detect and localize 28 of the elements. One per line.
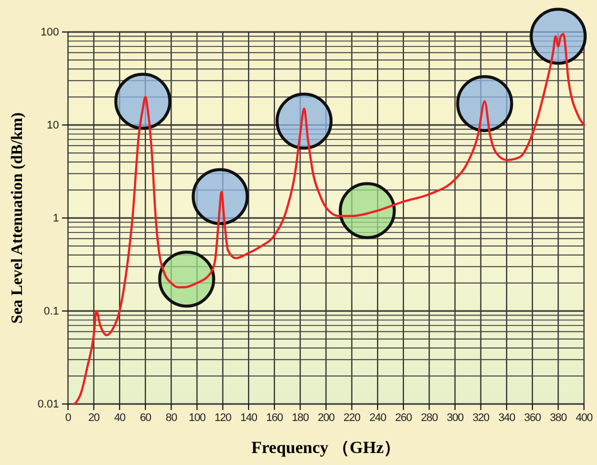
x-tick-label: 160 (266, 412, 284, 424)
x-tick-label: 300 (446, 412, 464, 424)
x-tick-label: 80 (166, 412, 178, 424)
x-tick-label: 0 (65, 412, 72, 424)
x-tick-label: 380 (550, 412, 567, 424)
x-axis-title: Frequency （GHz） (251, 438, 401, 457)
x-tick-label: 360 (524, 412, 542, 424)
x-tick-label: 400 (576, 412, 593, 424)
x-tick-label: 240 (369, 412, 386, 424)
y-tick-label: 100 (40, 26, 59, 39)
x-tick-label: 140 (240, 412, 258, 424)
x-tick-label: 260 (395, 412, 412, 424)
x-tick-label: 200 (318, 412, 335, 424)
y-tick-label: 0.1 (44, 306, 59, 318)
x-tick-label: 60 (140, 412, 152, 424)
x-tick-label: 280 (420, 412, 438, 424)
y-tick-label: 0.01 (38, 398, 59, 411)
x-tick-label: 220 (344, 412, 361, 424)
x-tick-label: 40 (114, 412, 126, 424)
y-axis-title: Sea Level Attenuation (dB/km) (9, 112, 26, 324)
x-tick-label: 340 (498, 412, 516, 424)
x-tick-label: 100 (188, 412, 206, 424)
y-tick-label: 1 (52, 212, 59, 225)
x-tick-label: 320 (472, 412, 490, 424)
x-tick-label: 120 (214, 412, 232, 424)
y-tick-label: 10 (46, 120, 59, 132)
x-tick-label: 20 (88, 412, 100, 424)
x-tick-label: 180 (292, 412, 309, 424)
